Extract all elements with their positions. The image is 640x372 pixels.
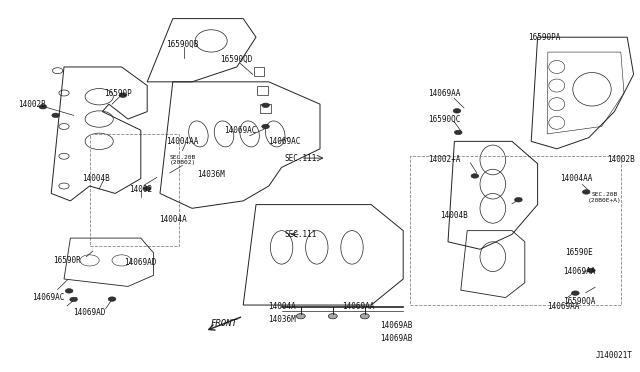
Circle shape — [65, 289, 73, 293]
Text: 14069AA: 14069AA — [563, 267, 595, 276]
Text: 14004AA: 14004AA — [560, 174, 592, 183]
Text: 14004A: 14004A — [268, 302, 296, 311]
Text: 16590QB: 16590QB — [166, 40, 198, 49]
Text: 14002+A: 14002+A — [429, 155, 461, 164]
Text: 14069AC: 14069AC — [32, 293, 64, 302]
Circle shape — [262, 103, 269, 108]
Bar — [90, 134, 179, 246]
Text: 14069AA: 14069AA — [547, 302, 579, 311]
Text: 14002B: 14002B — [18, 100, 46, 109]
Circle shape — [582, 190, 590, 194]
Circle shape — [52, 113, 60, 118]
Circle shape — [108, 297, 116, 301]
Circle shape — [572, 291, 579, 295]
Text: 16590QA: 16590QA — [563, 297, 595, 306]
Text: 14002B: 14002B — [607, 155, 635, 164]
Circle shape — [143, 186, 151, 191]
Circle shape — [515, 198, 522, 202]
Text: 14004AA: 14004AA — [166, 137, 198, 146]
Text: J140021T: J140021T — [596, 351, 633, 360]
Circle shape — [471, 174, 479, 178]
Text: 14004A: 14004A — [159, 215, 187, 224]
Circle shape — [454, 130, 462, 135]
Text: 16590P: 16590P — [104, 89, 132, 97]
Text: 14069AA: 14069AA — [342, 302, 374, 311]
Text: 14069AC: 14069AC — [224, 126, 256, 135]
Circle shape — [360, 314, 369, 319]
Text: 14004B: 14004B — [440, 211, 468, 220]
Circle shape — [119, 93, 127, 97]
Text: 14069AB: 14069AB — [381, 334, 413, 343]
Circle shape — [262, 124, 269, 129]
Bar — [410, 156, 621, 305]
Text: 16590E: 16590E — [565, 248, 593, 257]
Text: 14036M: 14036M — [197, 170, 225, 179]
Text: FRONT: FRONT — [211, 319, 237, 328]
Circle shape — [296, 314, 305, 319]
Text: 14069AC: 14069AC — [269, 137, 301, 146]
Circle shape — [39, 105, 47, 109]
Text: 14069AD: 14069AD — [125, 258, 157, 267]
Text: 14002: 14002 — [129, 185, 152, 194]
Text: SEC.111: SEC.111 — [285, 230, 317, 239]
Text: 14069AA: 14069AA — [429, 89, 461, 97]
Text: SEC.20B
(20B0E+A): SEC.20B (20B0E+A) — [588, 192, 621, 203]
Text: 14069AB: 14069AB — [381, 321, 413, 330]
Text: SEC.20B
(20B02): SEC.20B (20B02) — [169, 154, 196, 166]
Text: 16590R: 16590R — [53, 256, 81, 265]
Text: 16590QD: 16590QD — [221, 55, 253, 64]
Bar — [257, 86, 268, 95]
Text: SEC.111: SEC.111 — [285, 154, 317, 163]
Text: 14069AD: 14069AD — [74, 308, 106, 317]
Circle shape — [453, 109, 461, 113]
Bar — [260, 104, 271, 113]
Circle shape — [328, 314, 337, 319]
Text: 16590PA: 16590PA — [528, 33, 560, 42]
Bar — [254, 67, 264, 76]
Text: 16590QC: 16590QC — [429, 115, 461, 124]
Text: 14004B: 14004B — [82, 174, 110, 183]
Circle shape — [588, 268, 595, 273]
Circle shape — [70, 297, 77, 302]
Text: 14036M: 14036M — [268, 315, 296, 324]
